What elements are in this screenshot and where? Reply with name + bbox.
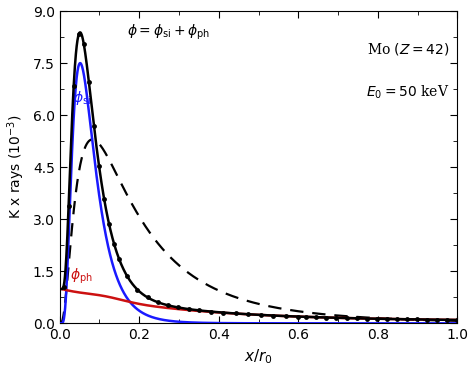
Text: $E_0 = 50$ keV: $E_0 = 50$ keV <box>366 84 449 101</box>
Y-axis label: K x rays $(10^{-3})$: K x rays $(10^{-3})$ <box>6 115 27 219</box>
Text: $\phi_{\mathrm{ph}}$: $\phi_{\mathrm{ph}}$ <box>70 267 92 286</box>
Text: $\phi_{\mathrm{si}}$: $\phi_{\mathrm{si}}$ <box>73 89 91 107</box>
Text: Mo $(Z = 42)$: Mo $(Z = 42)$ <box>367 41 449 57</box>
X-axis label: $x/r_0$: $x/r_0$ <box>244 348 273 366</box>
Text: $\phi = \phi_{\mathrm{si}} + \phi_{\mathrm{ph}}$: $\phi = \phi_{\mathrm{si}} + \phi_{\math… <box>127 22 210 42</box>
